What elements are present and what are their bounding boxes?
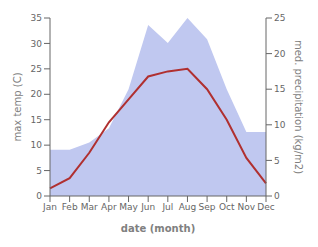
- svg-text:20: 20: [274, 49, 286, 59]
- svg-text:Feb: Feb: [62, 202, 78, 212]
- svg-text:25: 25: [31, 64, 42, 74]
- svg-text:15: 15: [274, 84, 285, 94]
- svg-text:Jan: Jan: [42, 202, 57, 212]
- svg-text:15: 15: [31, 115, 42, 125]
- svg-text:20: 20: [31, 89, 43, 99]
- svg-text:Apr: Apr: [101, 202, 117, 212]
- svg-text:25: 25: [274, 13, 285, 23]
- svg-text:Mar: Mar: [81, 202, 98, 212]
- svg-text:med. precipitation (kg/m2): med. precipitation (kg/m2): [293, 40, 304, 174]
- svg-text:Nov: Nov: [238, 202, 256, 212]
- svg-text:35: 35: [31, 13, 42, 23]
- svg-text:Aug: Aug: [179, 202, 197, 212]
- svg-text:May: May: [119, 202, 138, 212]
- svg-text:Jul: Jul: [161, 202, 173, 212]
- svg-text:10: 10: [274, 120, 286, 130]
- svg-text:0: 0: [274, 191, 280, 201]
- svg-text:Sep: Sep: [199, 202, 216, 212]
- svg-text:date (month): date (month): [121, 223, 195, 234]
- svg-text:5: 5: [36, 166, 42, 176]
- svg-text:max temp (C): max temp (C): [12, 72, 23, 141]
- svg-text:10: 10: [31, 140, 43, 150]
- svg-text:5: 5: [274, 156, 280, 166]
- svg-text:Oct: Oct: [219, 202, 235, 212]
- svg-text:0: 0: [36, 191, 42, 201]
- svg-text:30: 30: [31, 39, 43, 49]
- svg-text:Dec: Dec: [257, 202, 274, 212]
- svg-text:Jun: Jun: [140, 202, 155, 212]
